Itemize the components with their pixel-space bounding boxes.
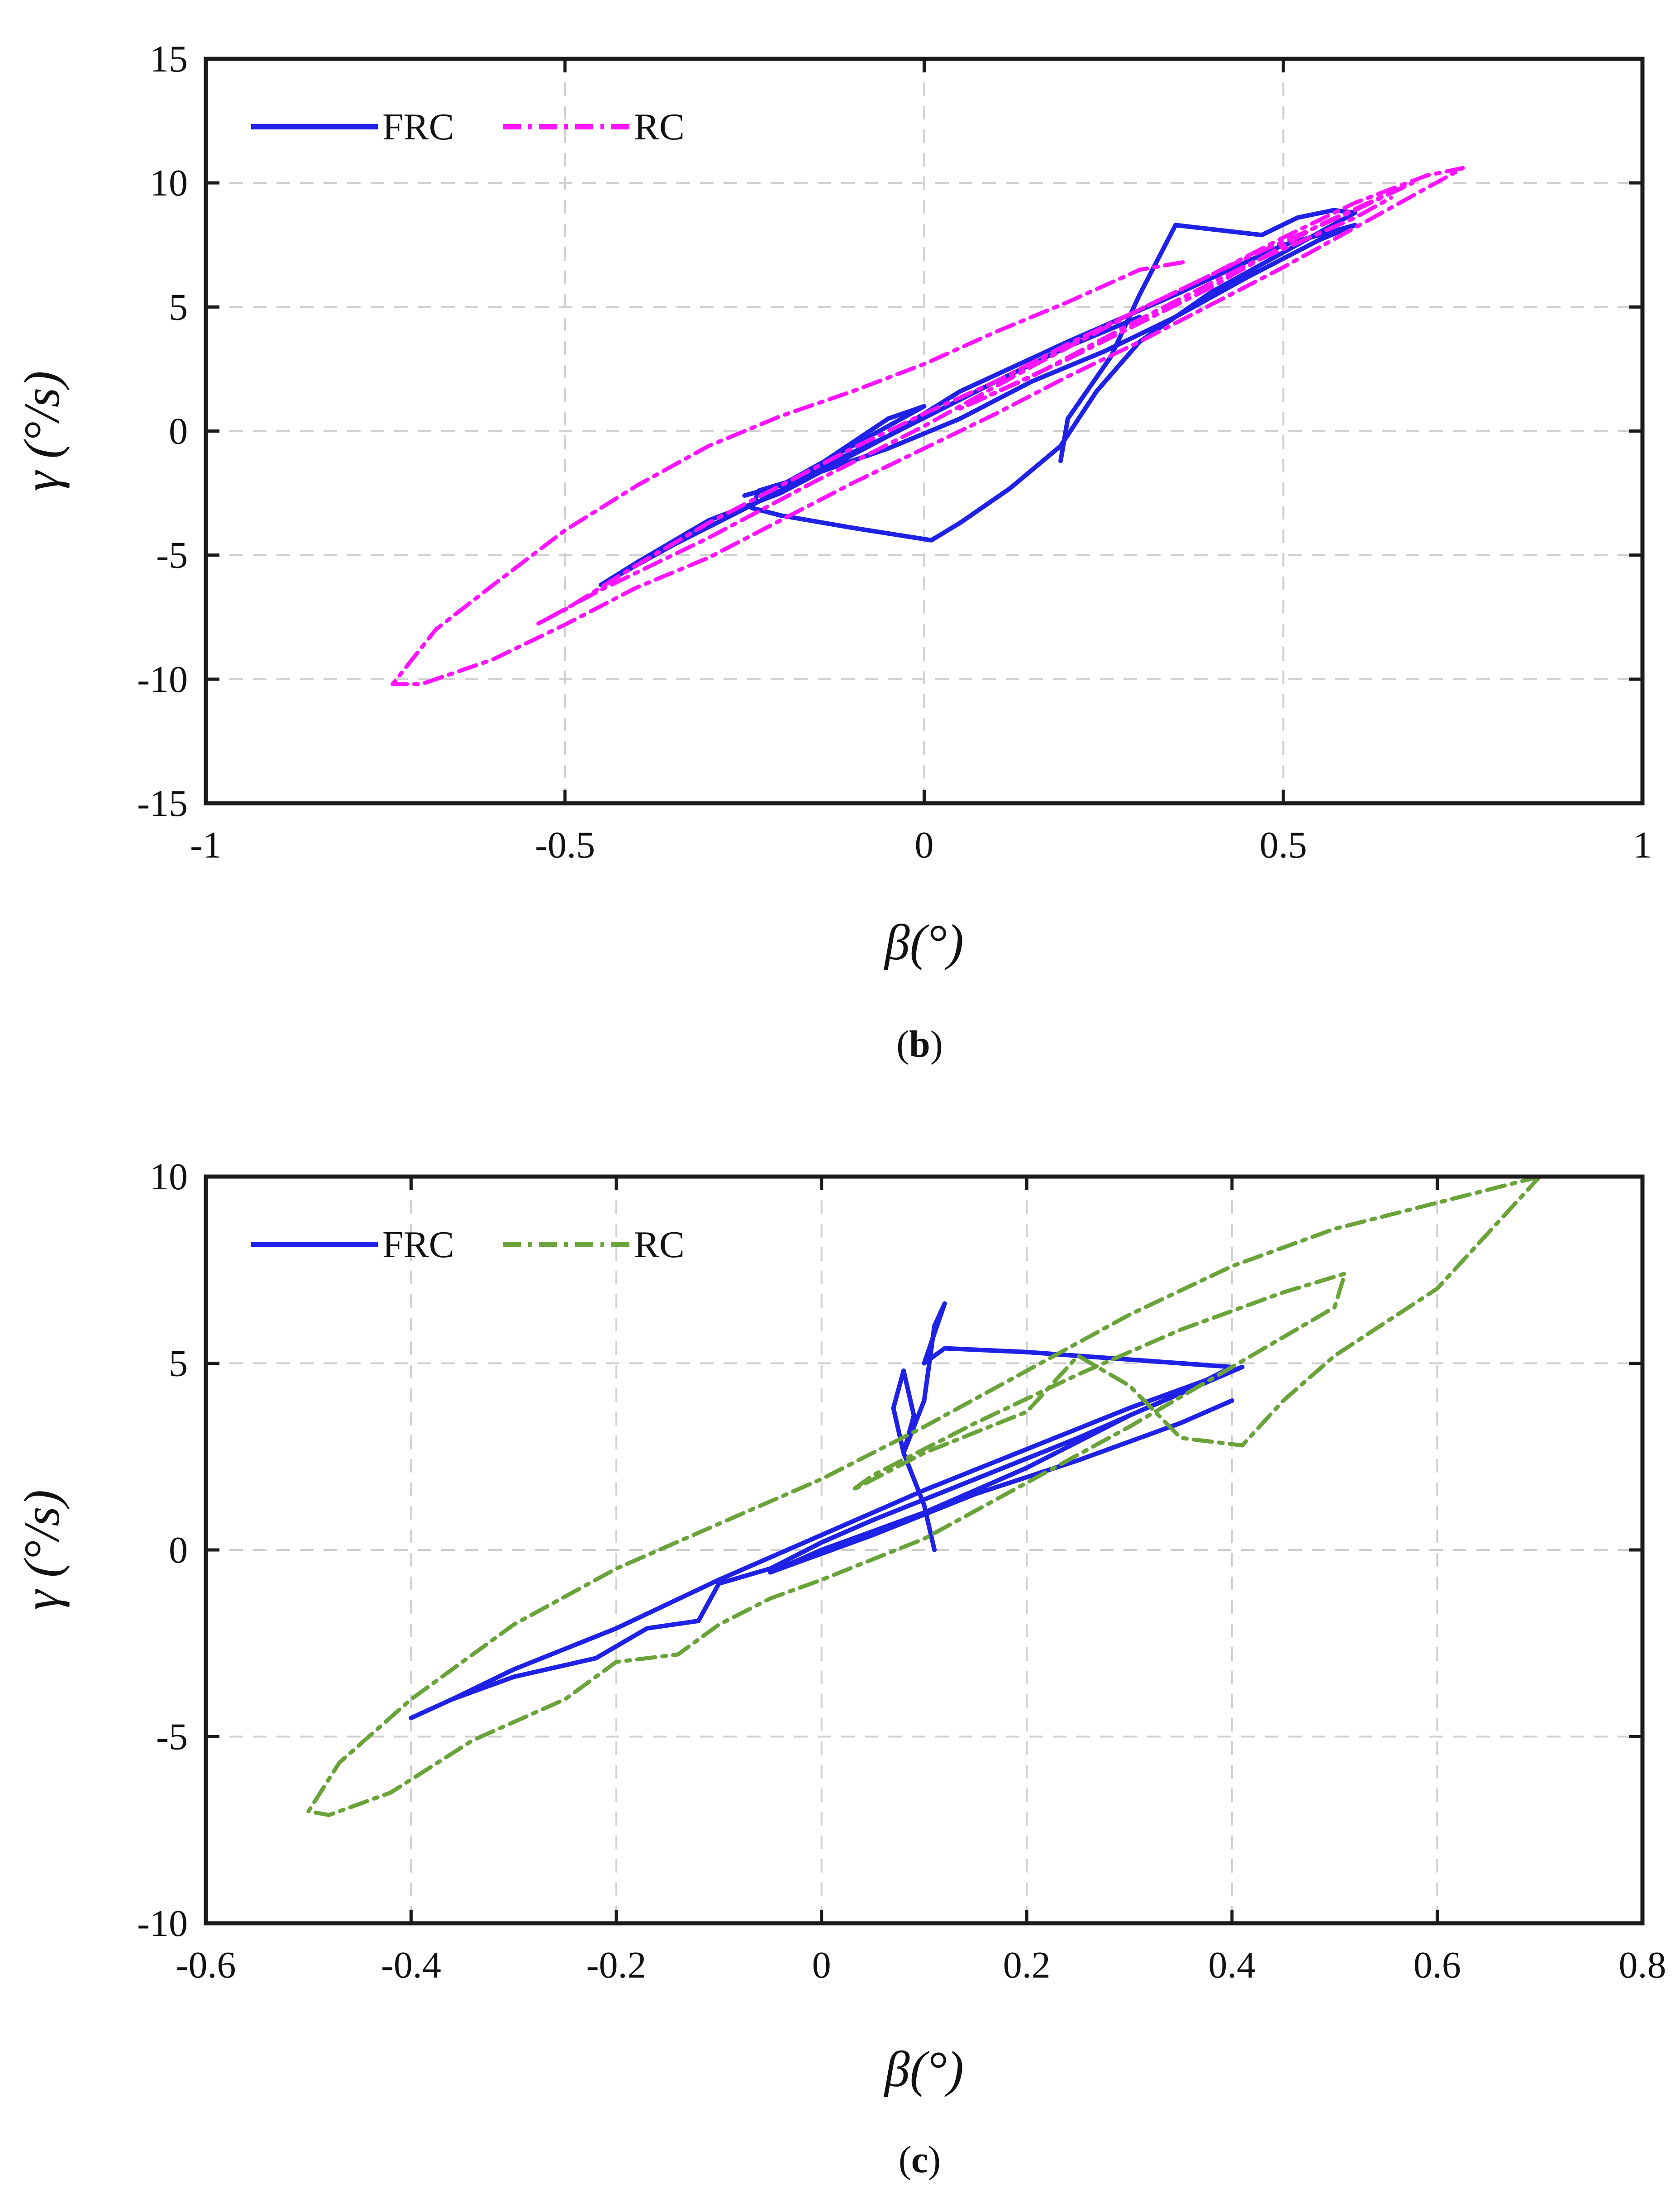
y-tick-label: -10 (137, 1902, 188, 1945)
x-tick-label: 0 (812, 1944, 831, 1986)
y-tick-label: 5 (169, 286, 188, 328)
chart-panel-c: -0.6 -0.4 -0.2 0 0.2 0.4 0.6 0.8 -10 -5 0 5 10 FRC RC… (14, 1156, 1666, 2181)
y-axis-label: γ (°/s) (14, 371, 70, 491)
y-axis-label: γ (°/s) (14, 1490, 70, 1610)
y-tick-label: -5 (156, 1716, 188, 1758)
legend: FRC RC (251, 1224, 685, 1266)
x-tick-label: -0.6 (176, 1944, 236, 1986)
x-axis-label: β(°) (884, 915, 964, 971)
legend: FRC RC (251, 106, 685, 148)
panel-label: (c) (899, 2139, 941, 2181)
x-tick-label: 1 (1633, 824, 1652, 866)
y-tick-label: 10 (150, 1156, 188, 1198)
x-tick-label: 0.8 (1619, 1944, 1666, 1986)
x-tick-label: -0.2 (586, 1944, 647, 1986)
x-tick-label: 0 (915, 824, 934, 866)
series-layer (306, 1174, 1542, 1817)
y-tick-label: 0 (169, 410, 188, 453)
axis-ticks: -1 -0.5 0 0.5 1 -15 -10 -5 0 5 10 15 (137, 38, 1652, 866)
y-tick-label: -5 (156, 534, 188, 577)
x-tick-label: 0.2 (1003, 1944, 1051, 1986)
x-tick-label: -1 (190, 824, 222, 866)
grid-lines (206, 1177, 1642, 1923)
legend-label-rc: RC (634, 1224, 685, 1266)
y-tick-label: -15 (137, 782, 188, 825)
y-tick-label: -10 (137, 658, 188, 701)
grid-lines (206, 59, 1642, 803)
y-tick-label: 0 (169, 1529, 188, 1571)
chart-panel-b: -1 -0.5 0 0.5 1 -15 -10 -5 0 5 10 15 FRC RC β(°) γ (… (14, 38, 1652, 1065)
series-line-rc (390, 166, 1465, 686)
x-tick-label: 0.6 (1413, 1944, 1461, 1986)
y-tick-label: 10 (150, 162, 188, 204)
y-tick-label: 15 (150, 38, 188, 80)
panel-label: (b) (896, 1023, 943, 1065)
series-layer (390, 166, 1465, 686)
legend-label-frc: FRC (382, 106, 454, 148)
y-tick-label: 5 (169, 1343, 188, 1385)
x-tick-label: 0.4 (1208, 1944, 1256, 1986)
x-tick-label: -0.5 (535, 824, 595, 866)
series-line-rc (306, 1174, 1542, 1817)
x-axis-label: β(°) (884, 2041, 964, 2097)
legend-label-frc: FRC (382, 1224, 454, 1266)
series-line-frc (409, 1301, 1245, 1721)
x-tick-label: 0.5 (1260, 824, 1307, 866)
legend-label-rc: RC (634, 106, 685, 148)
axis-ticks: -0.6 -0.4 -0.2 0 0.2 0.4 0.6 0.8 -10 -5 0 5 10 (137, 1156, 1666, 1986)
x-tick-label: -0.4 (381, 1944, 441, 1986)
